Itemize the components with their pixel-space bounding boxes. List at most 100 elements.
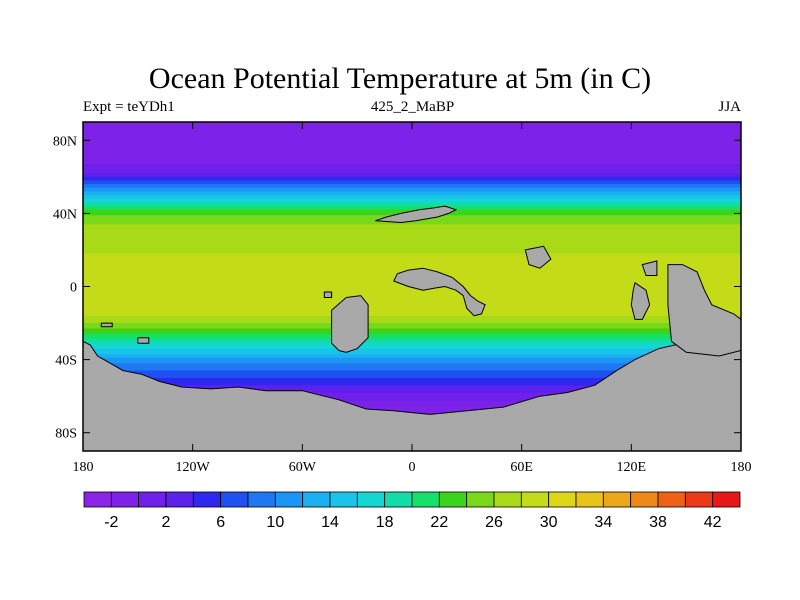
temperature-band bbox=[83, 293, 741, 297]
colorbar-labels: -2 2 6 10 14 18 22 26 30 34 38 42 bbox=[104, 514, 721, 531]
temperature-band bbox=[83, 354, 741, 357]
temperature-band bbox=[83, 154, 741, 158]
y-tick-label: 80N bbox=[53, 134, 77, 149]
temperature-band bbox=[83, 187, 741, 191]
longitude-axis: 180 120W 60W 0 60E 120E 180 bbox=[73, 122, 752, 475]
colorbar-label: 30 bbox=[540, 514, 558, 531]
colorbar-swatch bbox=[438, 491, 468, 508]
temperature-band bbox=[83, 198, 741, 202]
y-tick-label: 40N bbox=[53, 207, 77, 222]
temperature-band bbox=[83, 323, 741, 326]
temperature-band bbox=[83, 290, 741, 293]
small-island-2 bbox=[137, 337, 150, 344]
temperature-band bbox=[83, 246, 741, 249]
colorbar-swatch bbox=[411, 491, 440, 508]
temperature-band bbox=[83, 346, 741, 350]
temperature-band bbox=[83, 308, 741, 311]
temperature-band bbox=[83, 297, 741, 300]
colorbar-label: 2 bbox=[162, 514, 171, 531]
temperature-band bbox=[83, 153, 741, 156]
temperature-band bbox=[83, 176, 741, 180]
x-tick-label: 180 bbox=[731, 460, 752, 475]
colorbar-label: 14 bbox=[321, 514, 339, 531]
temperature-band bbox=[83, 240, 741, 244]
experiment-label: Expt = teYDh1 bbox=[83, 99, 175, 115]
colorbar-swatch bbox=[602, 491, 632, 508]
temperature-band bbox=[83, 266, 741, 269]
temperature-band bbox=[83, 361, 741, 364]
temperature-band bbox=[83, 244, 741, 247]
colorbar-swatch bbox=[630, 491, 659, 508]
temperature-band bbox=[83, 315, 741, 319]
small-island-3 bbox=[323, 291, 333, 298]
temperature-band bbox=[83, 326, 741, 330]
temperature-band bbox=[83, 233, 741, 236]
y-tick-label: 80S bbox=[55, 427, 77, 442]
colorbar-label: 38 bbox=[649, 514, 667, 531]
colorbar-swatch bbox=[220, 491, 249, 508]
x-tick-label: 0 bbox=[409, 460, 416, 475]
temperature-band bbox=[83, 164, 741, 167]
temperature-band bbox=[83, 385, 741, 388]
land-masks bbox=[83, 205, 741, 451]
temperature-band bbox=[83, 228, 741, 231]
colorbar-label: 22 bbox=[430, 514, 448, 531]
temperature-band bbox=[83, 341, 741, 344]
season-label: JJA bbox=[718, 99, 741, 115]
temperature-band bbox=[83, 372, 741, 375]
latitude-axis: 80N 40N 0 40S 80S bbox=[53, 134, 741, 442]
period-label: 425_2_MaBP bbox=[370, 99, 455, 115]
south-america-land bbox=[331, 295, 369, 353]
temperature-band bbox=[83, 337, 741, 341]
colorbar-label: 6 bbox=[216, 514, 225, 531]
temperature-band bbox=[83, 229, 741, 233]
temperature-band bbox=[83, 207, 741, 211]
colorbar-swatch bbox=[302, 491, 331, 508]
temperature-band bbox=[83, 410, 741, 414]
temperature-band bbox=[83, 151, 741, 154]
temperature-band bbox=[83, 379, 741, 383]
temperature-band bbox=[83, 359, 741, 363]
temperature-band bbox=[83, 165, 741, 169]
temperature-band bbox=[83, 295, 741, 299]
temperature-band bbox=[83, 397, 741, 401]
colorbar-swatch bbox=[165, 491, 194, 508]
temperature-band bbox=[83, 195, 741, 198]
colorbar-swatch bbox=[356, 491, 386, 508]
temperature-band bbox=[83, 162, 741, 165]
colorbar-swatch bbox=[575, 491, 604, 508]
temperature-band bbox=[83, 134, 741, 138]
colorbar bbox=[83, 491, 741, 508]
temperature-band bbox=[83, 248, 741, 251]
temperature-band bbox=[83, 396, 741, 399]
temperature-band bbox=[83, 147, 741, 151]
northern-island bbox=[641, 260, 658, 276]
west-pacific-island bbox=[630, 281, 651, 320]
colorbar-swatch bbox=[520, 491, 550, 508]
temperature-band bbox=[83, 319, 741, 322]
temperature-band bbox=[83, 291, 741, 295]
temperature-band bbox=[83, 204, 741, 207]
temperature-band bbox=[83, 405, 741, 408]
temperature-band bbox=[83, 255, 741, 258]
temperature-band bbox=[83, 350, 741, 353]
temperature-band bbox=[83, 288, 741, 291]
temperature-band bbox=[83, 374, 741, 377]
temperature-band bbox=[83, 383, 741, 386]
temperature-band bbox=[83, 306, 741, 310]
temperature-band bbox=[83, 365, 741, 368]
temperature-band bbox=[83, 321, 741, 324]
temperature-band bbox=[83, 335, 741, 339]
temperature-band bbox=[83, 193, 741, 196]
temperature-band bbox=[83, 200, 741, 204]
temperature-band bbox=[83, 260, 741, 264]
temperature-band bbox=[83, 401, 741, 405]
temperature-band bbox=[83, 158, 741, 161]
temperature-band bbox=[83, 131, 741, 134]
temperature-band bbox=[83, 262, 741, 266]
temperature-band bbox=[83, 189, 741, 193]
temperature-band bbox=[83, 403, 741, 406]
colorbar-swatch bbox=[548, 491, 577, 508]
temperature-band bbox=[83, 237, 741, 240]
colorbar-label: 10 bbox=[266, 514, 284, 531]
